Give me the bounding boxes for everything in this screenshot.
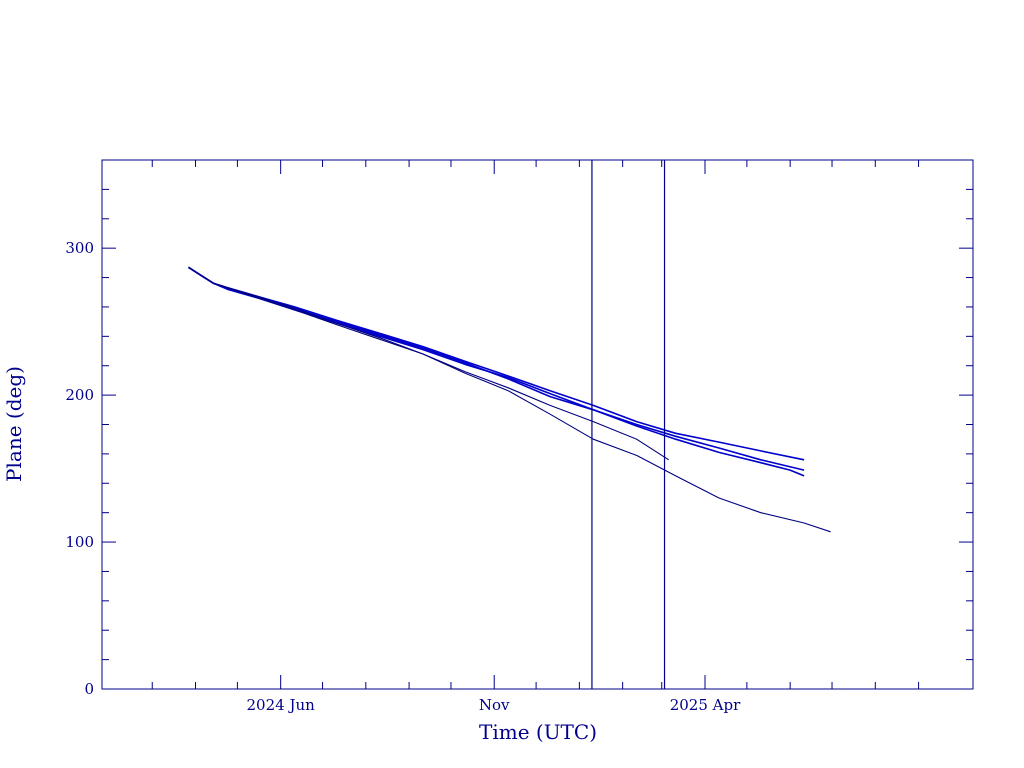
y-tick-label: 100: [65, 533, 94, 551]
y-tick-label: 200: [65, 386, 94, 404]
series-line-2: [188, 266, 805, 477]
x-axis-title: Time (UTC): [479, 720, 597, 744]
x-tick-label: Nov: [479, 696, 510, 714]
series-line-4: [188, 266, 669, 461]
y-axis-title: Plane (deg): [2, 366, 26, 482]
series-line-3: [188, 266, 805, 471]
y-tick-label: 300: [65, 239, 94, 257]
series-line-5: [188, 266, 831, 533]
y-tick-label: 0: [84, 680, 94, 698]
plot-frame: [101, 159, 974, 690]
x-tick-label: 2024 Jun: [247, 696, 316, 714]
x-tick-label: 2025 Apr: [670, 696, 741, 714]
tick-labels-group: 0 100 200 300 2024 Jun Nov 2025 Apr: [65, 239, 741, 714]
vertical-markers-group: [591, 160, 666, 689]
axis-ticks-group: [102, 159, 973, 690]
series-group: [188, 266, 831, 533]
series-line-1: [188, 266, 805, 461]
